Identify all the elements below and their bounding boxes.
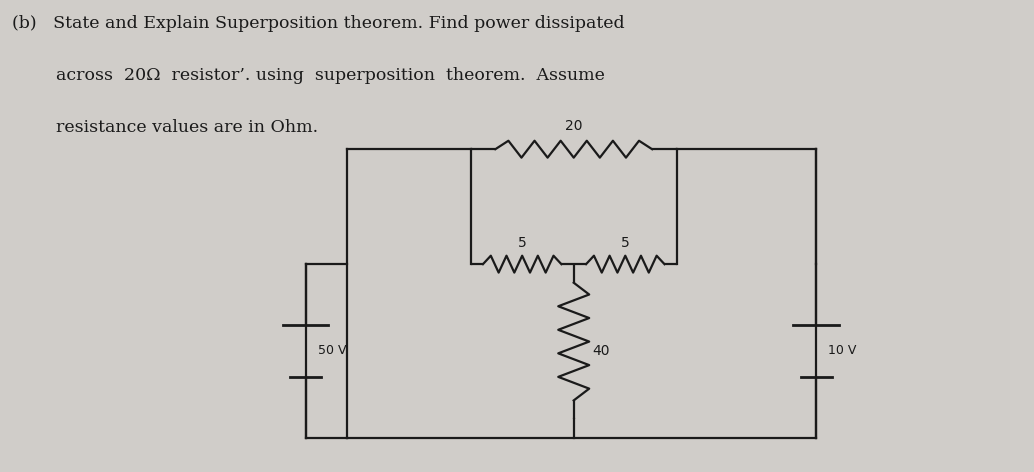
Text: resistance values are in Ohm.: resistance values are in Ohm. — [11, 118, 317, 135]
Text: 40: 40 — [592, 344, 610, 358]
Text: 50 V: 50 V — [318, 345, 346, 357]
Text: 20: 20 — [565, 119, 582, 133]
Text: 5: 5 — [620, 236, 630, 250]
Text: 10 V: 10 V — [828, 345, 857, 357]
Text: across  20Ω  resistor’. using  superposition  theorem.  Assume: across 20Ω resistor’. using superpositio… — [11, 67, 605, 84]
Text: 5: 5 — [518, 236, 526, 250]
Text: (b)   State and Explain Superposition theorem. Find power dissipated: (b) State and Explain Superposition theo… — [11, 16, 625, 33]
